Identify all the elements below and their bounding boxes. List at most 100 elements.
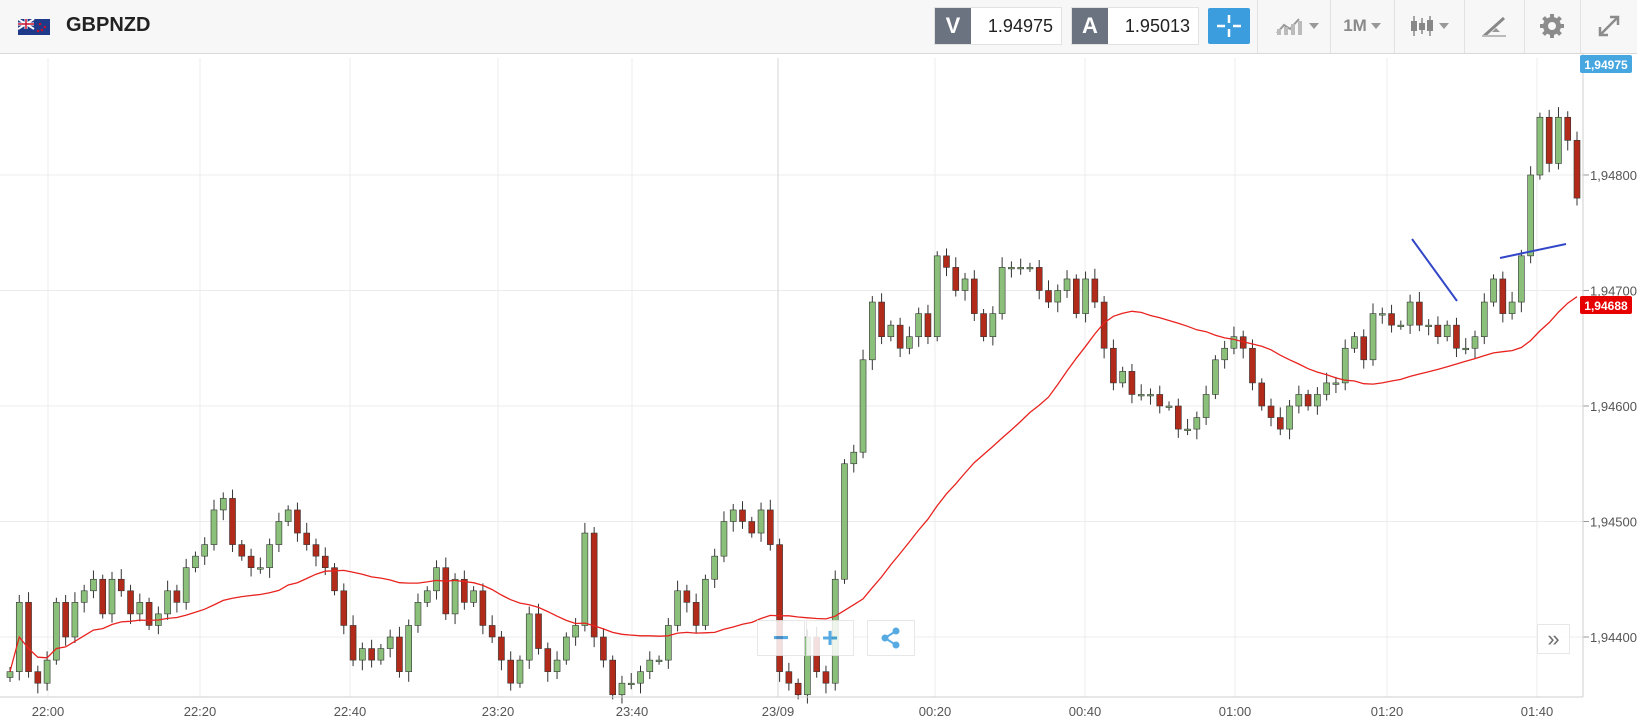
candle — [600, 628, 607, 668]
candle — [646, 651, 654, 680]
chart-type-button[interactable] — [1398, 8, 1460, 44]
sell-price-button[interactable]: V 1.94975 — [934, 7, 1062, 45]
candle — [136, 593, 144, 622]
candle — [1100, 296, 1108, 359]
candle — [1073, 274, 1080, 319]
candle — [275, 512, 283, 552]
candle — [488, 615, 496, 644]
candle — [182, 558, 190, 610]
candle — [525, 606, 533, 669]
share-button[interactable] — [867, 620, 915, 656]
candle — [1304, 389, 1312, 411]
candle — [1351, 332, 1358, 353]
scroll-right-button[interactable]: » — [1537, 624, 1570, 654]
share-icon — [881, 627, 900, 649]
price-chart[interactable]: 22:00 22:20 22:40 23:20 23:40 23/09 00:20 00:40… — [0, 54, 1637, 728]
fullscreen-icon — [1598, 15, 1620, 37]
candle — [294, 502, 301, 542]
candle — [1239, 330, 1247, 359]
candle — [535, 603, 542, 655]
candle — [1369, 303, 1377, 366]
fullscreen-button[interactable] — [1586, 8, 1632, 44]
trend-line[interactable] — [1411, 238, 1458, 302]
candle — [53, 597, 60, 665]
candle — [1249, 339, 1256, 391]
candle — [257, 557, 264, 574]
candle — [887, 320, 895, 342]
candle — [618, 675, 626, 704]
sell-badge: V — [935, 8, 971, 44]
candle — [702, 574, 709, 631]
candle — [1480, 293, 1488, 345]
candle — [1165, 401, 1173, 411]
candle — [266, 538, 273, 578]
candle — [776, 538, 783, 682]
candle — [229, 489, 236, 552]
timeframe-selector[interactable]: 1M — [1334, 8, 1390, 44]
candle — [1388, 304, 1395, 333]
sell-price: 1.94975 — [987, 16, 1053, 36]
y-tick-label: 1,94800 — [1590, 168, 1637, 183]
crosshair-button[interactable] — [1208, 8, 1250, 44]
indicators-button[interactable] — [1265, 8, 1329, 44]
instrument-symbol: GBPNZD — [66, 14, 151, 36]
candle — [1267, 398, 1275, 427]
candle — [563, 632, 570, 665]
zoom-out-icon: − — [772, 622, 790, 653]
candle — [1314, 387, 1321, 415]
candle — [1462, 338, 1470, 355]
candle — [1193, 411, 1201, 440]
candle — [321, 547, 329, 576]
candle — [1156, 385, 1164, 414]
candle — [692, 593, 700, 633]
candle — [1341, 339, 1349, 391]
ma-price-tag: 1,94688 — [1580, 296, 1632, 314]
crosshair-icon — [1217, 15, 1241, 37]
candle — [1184, 418, 1191, 436]
candle — [127, 584, 134, 625]
zoom-in-button[interactable]: + — [806, 620, 854, 656]
zoom-out-button[interactable]: − — [757, 620, 805, 656]
candle — [850, 444, 858, 473]
candle — [711, 548, 718, 589]
candle — [377, 643, 385, 665]
candle — [1508, 291, 1516, 320]
candle — [238, 539, 246, 561]
candle — [924, 304, 932, 345]
candle — [1295, 385, 1303, 414]
candle — [145, 597, 153, 631]
candle — [62, 594, 69, 646]
zoom-in-icon: + — [821, 622, 839, 653]
candle — [1453, 317, 1460, 358]
candle — [247, 548, 255, 577]
candle — [674, 580, 681, 632]
candle — [405, 619, 413, 682]
candle — [1573, 131, 1581, 206]
candle — [219, 492, 227, 521]
trend-line[interactable] — [1499, 243, 1567, 259]
candle — [396, 626, 403, 678]
candle — [1119, 366, 1126, 388]
chevron-down-icon — [1370, 23, 1381, 29]
candle — [1286, 399, 1293, 440]
candle — [1434, 316, 1442, 345]
candle — [1110, 339, 1117, 391]
x-tick-label: 22:40 — [334, 704, 367, 719]
candle — [553, 651, 561, 680]
candle — [1258, 378, 1266, 411]
candle — [284, 505, 292, 527]
candle — [25, 592, 32, 678]
chart-toolbar: GBPNZD V 1.94975 A 1.95013 1M — [0, 0, 1637, 54]
candle — [1091, 268, 1099, 309]
candle — [841, 459, 848, 584]
buy-price-button[interactable]: A 1.95013 — [1071, 7, 1199, 45]
candle — [720, 511, 728, 563]
candle — [1045, 280, 1052, 309]
draw-tools-button[interactable] — [1470, 8, 1518, 44]
candlestick-icon — [1411, 16, 1433, 36]
candle — [423, 586, 431, 607]
settings-button[interactable] — [1530, 8, 1574, 44]
y-tick-label: 1,94500 — [1590, 515, 1637, 530]
candle — [878, 293, 885, 345]
candle — [479, 583, 487, 635]
